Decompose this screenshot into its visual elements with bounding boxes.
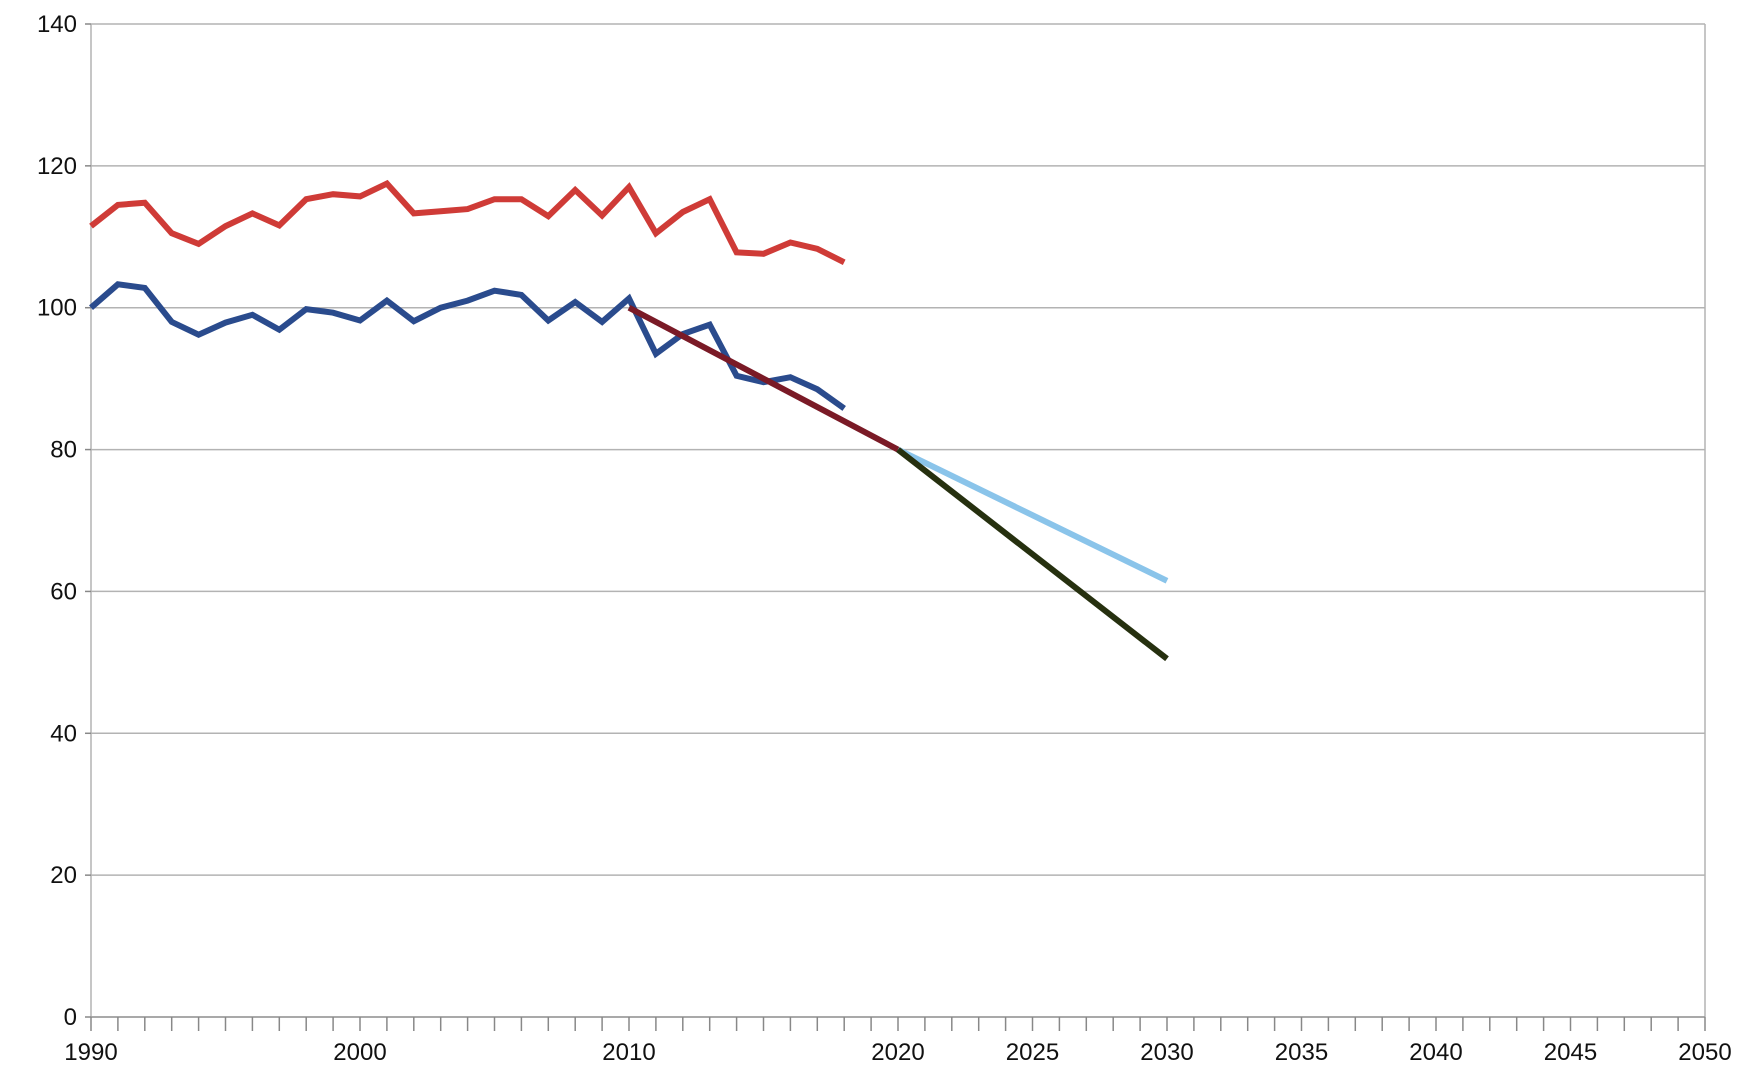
gridlines — [90, 23, 1706, 1018]
x-tick-label: 2000 — [333, 1039, 386, 1066]
x-tick-label: 2030 — [1140, 1039, 1193, 1066]
y-tick-label: 0 — [64, 1004, 77, 1031]
y-tick-label: 80 — [50, 437, 77, 464]
x-tick-label: 2020 — [871, 1039, 924, 1066]
x-tick-label: 2035 — [1275, 1039, 1328, 1066]
series-line — [896, 446, 1169, 584]
y-tick-label: 120 — [37, 153, 77, 180]
series-line — [896, 447, 1169, 662]
y-tick-label: 140 — [37, 11, 77, 38]
y-tick-label: 60 — [50, 578, 77, 605]
x-tick-label: 2010 — [602, 1039, 655, 1066]
x-tick-label: 2040 — [1409, 1039, 1462, 1066]
series-line — [89, 179, 846, 265]
x-tick-label: 2045 — [1544, 1039, 1597, 1066]
x-tick-label: 2025 — [1006, 1039, 1059, 1066]
x-tick-label: 2050 — [1678, 1039, 1731, 1066]
series-lines — [89, 179, 1169, 662]
series-line — [89, 281, 846, 411]
x-tick-label: 1990 — [64, 1039, 117, 1066]
y-tick-label: 20 — [50, 862, 77, 889]
axis-ticks — [85, 23, 1706, 1031]
y-tick-label: 40 — [50, 720, 77, 747]
y-tick-label: 100 — [37, 295, 77, 322]
series-line — [627, 305, 900, 453]
